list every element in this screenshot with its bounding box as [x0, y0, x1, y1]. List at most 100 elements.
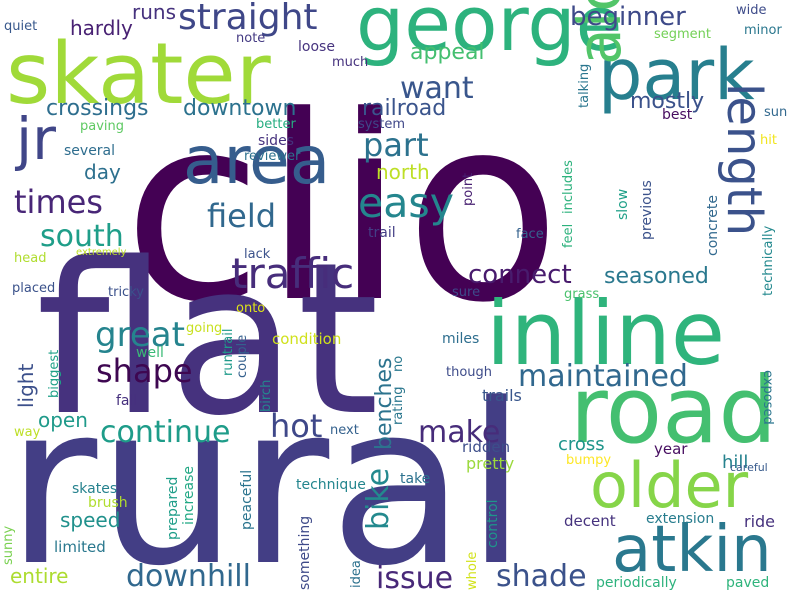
cloud-word: easy	[358, 179, 454, 227]
cloud-word: includes	[561, 160, 576, 214]
cloud-word: atkin	[612, 513, 772, 587]
cloud-word: onto	[236, 301, 266, 316]
cloud-word: hardly	[70, 16, 133, 40]
cloud-word: traffic	[231, 249, 355, 298]
cloud-word: continue	[100, 415, 231, 450]
cloud-word: jr	[16, 105, 56, 173]
cloud-word: beginner	[570, 2, 686, 32]
cloud-word: going	[186, 321, 223, 336]
cloud-word: lack	[244, 247, 271, 262]
cloud-word: entire	[10, 564, 69, 588]
cloud-word: ridden	[462, 438, 511, 456]
cloud-word: face	[516, 227, 544, 242]
cloud-word: much	[332, 55, 369, 70]
cloud-word: ride	[744, 512, 776, 531]
cloud-word: condition	[272, 330, 342, 348]
cloud-word: bike	[361, 467, 396, 530]
cloud-word: runtrail	[221, 328, 236, 376]
cloud-word: periodically	[596, 575, 677, 591]
cloud-word: sure	[452, 285, 481, 300]
cloud-word: inline	[486, 282, 726, 385]
cloud-word: talking	[577, 63, 592, 108]
cloud-word: clio	[123, 62, 561, 359]
cloud-word: point	[461, 172, 476, 206]
cloud-word: cross	[558, 434, 605, 455]
cloud-word: area	[183, 122, 331, 199]
cloud-word: concrete	[705, 195, 721, 256]
cloud-word: biggest	[47, 349, 62, 398]
cloud-word: paving	[80, 119, 125, 134]
cloud-word: length	[716, 83, 772, 236]
cloud-word: open	[38, 408, 88, 432]
cloud-word: slow	[615, 188, 631, 220]
cloud-word: no	[391, 355, 406, 372]
cloud-word: south	[40, 219, 124, 254]
cloud-word: trail	[368, 225, 396, 241]
cloud-word: brush	[88, 495, 128, 511]
cloud-word: rural	[6, 357, 527, 600]
cloud-word: note	[236, 31, 266, 46]
cloud-word: bumpy	[566, 453, 612, 468]
cloud-word: shape	[96, 352, 193, 390]
cloud-word: prepared	[165, 476, 181, 540]
cloud-word: george	[356, 0, 623, 68]
cloud-word: flat	[36, 217, 380, 462]
cloud-word: take	[400, 471, 431, 487]
cloud-word: decent	[564, 512, 616, 530]
cloud-word: several	[64, 143, 116, 159]
cloud-word: tricky	[108, 285, 144, 300]
cloud-word: straight	[178, 0, 318, 38]
cloud-word: speed	[60, 508, 121, 532]
cloud-word: downhill	[126, 559, 251, 594]
cloud-word: sunny	[1, 525, 16, 565]
cloud-word: light	[14, 363, 38, 408]
cloud-word: railroad	[362, 96, 447, 121]
cloud-word: crossings	[46, 96, 149, 121]
cloud-word: better	[256, 117, 296, 132]
cloud-word: rating	[391, 386, 406, 425]
cloud-word: exposed	[760, 370, 775, 425]
cloud-word: way	[14, 425, 41, 440]
cloud-word: issue	[376, 561, 454, 596]
cloud-word: hot	[270, 407, 323, 445]
cloud-word: paved	[726, 575, 770, 591]
cloud-word: loose	[298, 39, 335, 55]
cloud-word: couple	[235, 334, 250, 378]
cloud-word: idea	[349, 560, 364, 588]
cloud-word: hill	[722, 452, 749, 473]
cloud-word: best	[662, 107, 693, 123]
cloud-word: wide	[736, 3, 767, 18]
cloud-word: peaceful	[239, 469, 255, 530]
cloud-word: birch	[259, 379, 274, 412]
cloud-word: hit	[760, 133, 777, 148]
cloud-word: skates	[72, 481, 118, 497]
cloud-word: next	[330, 423, 359, 438]
cloud-word: grass	[564, 287, 600, 302]
cloud-word: mostly	[630, 89, 705, 114]
cloud-word: want	[400, 71, 474, 106]
cloud-word: appeal	[410, 40, 485, 65]
cloud-word: reviewer	[244, 149, 301, 164]
cloud-word: fall	[116, 393, 138, 409]
cloud-word: extremely	[76, 247, 127, 258]
cloud-word: segment	[654, 27, 712, 42]
cloud-word: trails	[482, 386, 522, 405]
cloud-word: runs	[132, 0, 176, 24]
cloud-word: north	[376, 160, 430, 184]
cloud-word: system	[358, 117, 405, 132]
cloud-word: placed	[12, 281, 56, 296]
cloud-word: head	[14, 251, 47, 266]
cloud-word: shade	[496, 559, 587, 594]
cloud-word: seasoned	[604, 264, 709, 289]
cloud-word: increase	[181, 465, 197, 525]
cloud-word: miles	[442, 331, 480, 347]
cloud-word: downtown	[183, 96, 297, 121]
cloud-word: quiet	[4, 19, 38, 34]
cloud-word: well	[136, 345, 164, 361]
cloud-word: feel	[561, 223, 576, 248]
cloud-word: minor	[744, 23, 782, 38]
cloud-word: though	[446, 365, 493, 380]
cloud-word: times	[14, 183, 103, 221]
cloud-word: control	[485, 499, 501, 548]
